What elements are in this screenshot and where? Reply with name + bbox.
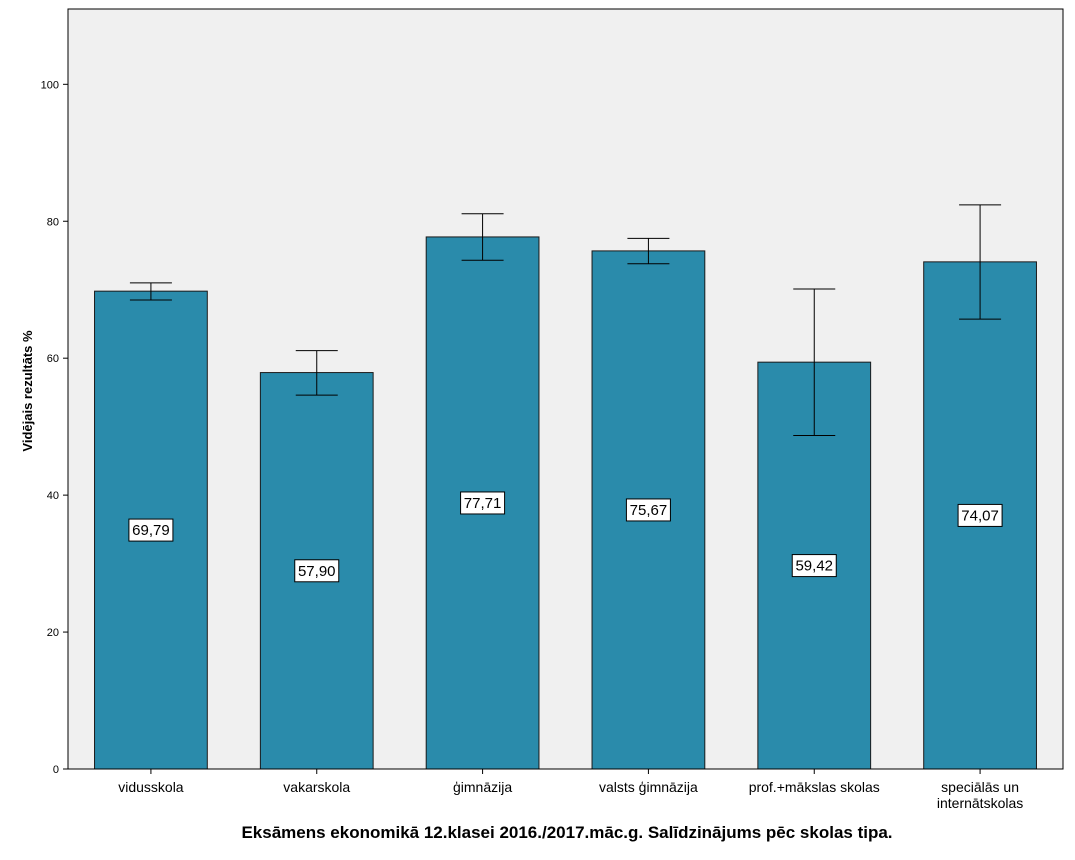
- y-tick-label: 60: [47, 353, 59, 365]
- x-category-label: vakarskola: [283, 779, 350, 795]
- x-axis-categories: vidusskola vakarskola ģimnāzija valsts ģimn…: [118, 769, 1023, 811]
- value-label: 75,67: [625, 498, 671, 522]
- y-axis-title: Vidējais rezultāts %: [20, 330, 35, 452]
- y-tick-label: 100: [41, 79, 59, 91]
- svg-text:74,07: 74,07: [961, 507, 999, 524]
- plot-area: [67, 8, 1064, 770]
- value-labels: 69,79 57,90 77,71 75,67 59,42 74,07: [128, 491, 1003, 583]
- x-category-label: valsts ģimnāzija: [599, 779, 698, 795]
- svg-text:57,90: 57,90: [298, 563, 336, 580]
- chart-title: Eksāmens ekonomikā 12.klasei 2016./2017.…: [241, 823, 892, 842]
- error-bar: [461, 213, 504, 261]
- x-category-label: speciālās un: [941, 779, 1019, 795]
- svg-text:69,79: 69,79: [132, 522, 170, 539]
- error-bar: [129, 282, 172, 301]
- x-category-label: internātskolas: [937, 795, 1023, 811]
- y-axis-ticks: 0 20 40 60 80 100: [41, 79, 68, 776]
- x-category-label: vidusskola: [118, 779, 184, 795]
- error-bars: [129, 204, 1002, 437]
- x-category-label: prof.+mākslas skolas: [749, 779, 880, 795]
- error-bar: [793, 288, 836, 437]
- x-category-label: ģimnāzija: [453, 779, 512, 795]
- svg-text:59,42: 59,42: [795, 558, 833, 575]
- y-tick-label: 20: [47, 627, 59, 639]
- error-bar: [627, 237, 670, 265]
- value-label: 69,79: [128, 518, 174, 542]
- y-tick-label: 0: [53, 764, 59, 776]
- svg-text:77,71: 77,71: [464, 495, 502, 512]
- error-bar: [959, 204, 1002, 320]
- svg-text:75,67: 75,67: [630, 502, 668, 519]
- value-label: 57,90: [294, 559, 340, 583]
- value-label: 74,07: [957, 503, 1003, 527]
- y-tick-label: 40: [47, 490, 59, 502]
- value-label: 59,42: [791, 554, 837, 578]
- y-tick-label: 80: [47, 216, 59, 228]
- error-bar: [295, 350, 338, 396]
- value-label: 77,71: [460, 491, 506, 515]
